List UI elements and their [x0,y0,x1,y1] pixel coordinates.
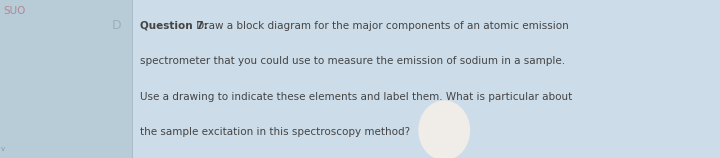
Text: Draw a block diagram for the major components of an atomic emission: Draw a block diagram for the major compo… [193,21,569,30]
Text: Question 7:: Question 7: [140,21,208,30]
Text: spectrometer that you could use to measure the emission of sodium in a sample.: spectrometer that you could use to measu… [140,56,565,66]
Text: Use a drawing to indicate these elements and label them. What is particular abou: Use a drawing to indicate these elements… [140,92,572,102]
Text: D: D [112,19,121,32]
Bar [0,0,132,158]
Bar [132,0,720,158]
Ellipse shape [418,100,470,158]
Text: v: v [1,146,5,152]
Text: the sample excitation in this spectroscopy method?: the sample excitation in this spectrosco… [140,127,410,137]
Text: SUO: SUO [4,6,26,16]
